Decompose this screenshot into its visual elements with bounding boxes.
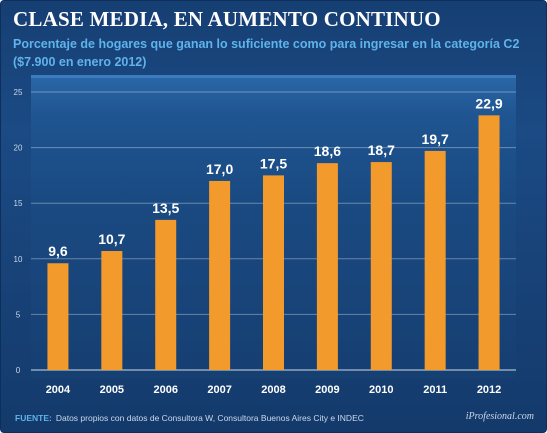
bar (370, 162, 392, 370)
brand-watermark: iProfesional.com (465, 411, 534, 422)
bar (101, 251, 123, 370)
x-tick-label: 2004 (46, 384, 71, 396)
source-text: Datos propios con datos de Consultora W,… (55, 413, 364, 423)
x-tick-label: 2006 (153, 384, 177, 396)
x-tick-label: 2005 (100, 384, 124, 396)
data-label: 22,9 (475, 95, 502, 111)
x-tick-label: 2007 (207, 384, 231, 396)
y-tick-label: 25 (14, 88, 23, 97)
y-tick-label: 15 (14, 199, 23, 208)
x-tick-label: 2010 (369, 384, 393, 396)
bar (316, 163, 338, 370)
data-label: 19,7 (422, 131, 449, 147)
bar (155, 219, 177, 370)
y-tick-label: 10 (14, 255, 23, 264)
bar (478, 115, 500, 371)
data-label: 18,7 (368, 142, 395, 158)
data-label: 13,5 (152, 200, 179, 216)
bar (424, 150, 446, 370)
x-tick-label: 2008 (261, 384, 285, 396)
y-tick-label: 20 (14, 144, 23, 153)
source-note: FUENTE: Datos propios con datos de Consul… (15, 413, 364, 423)
source-label: FUENTE: (15, 413, 52, 423)
bar (47, 263, 69, 370)
x-tick-label: 2009 (315, 384, 339, 396)
chart-title: CLASE MEDIA, EN AUMENTO CONTINUO (13, 7, 441, 31)
x-tick-label: 2012 (477, 384, 501, 396)
data-label: 17,5 (260, 155, 287, 171)
bar (209, 180, 231, 370)
x-tick-label: 2011 (423, 384, 447, 396)
data-label: 9,6 (48, 243, 68, 259)
data-label: 10,7 (98, 231, 125, 247)
bar (263, 175, 284, 370)
chart-subtitle: Porcentaje de hogares que ganan lo sufic… (13, 37, 520, 69)
y-tick-label: 5 (16, 310, 21, 319)
data-label: 18,6 (314, 143, 341, 159)
data-label: 17,0 (206, 161, 233, 177)
y-tick-label: 0 (16, 366, 21, 375)
